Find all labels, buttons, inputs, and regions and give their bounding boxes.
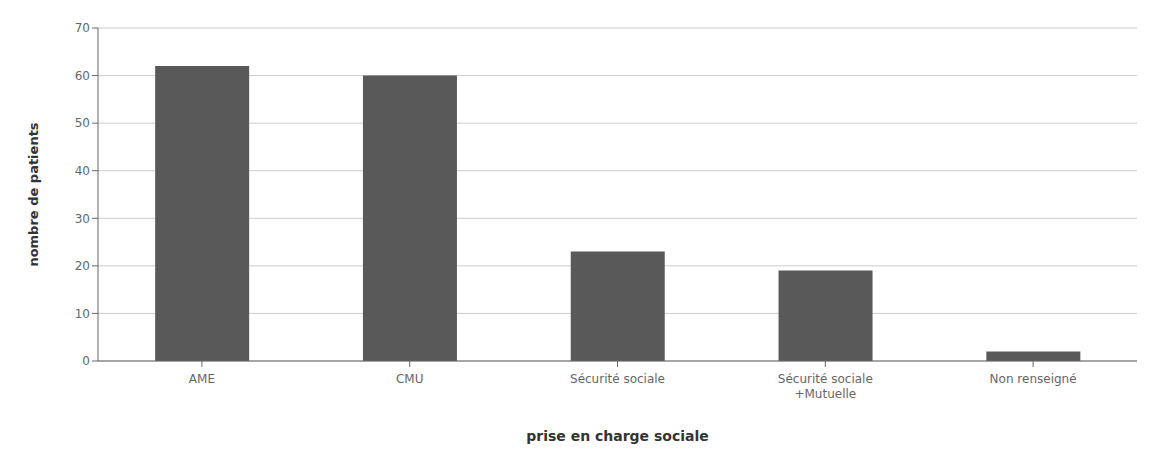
svg-text:AME: AME	[189, 372, 215, 386]
svg-text:CMU: CMU	[396, 372, 424, 386]
svg-text:20: 20	[75, 259, 90, 273]
svg-text:nombre de patients: nombre de patients	[26, 122, 41, 266]
svg-text:Non renseigné: Non renseigné	[990, 372, 1077, 386]
svg-text:30: 30	[75, 212, 90, 226]
svg-text:0: 0	[82, 354, 90, 368]
svg-text:Sécurité sociale: Sécurité sociale	[570, 372, 665, 386]
svg-text:10: 10	[75, 307, 90, 321]
svg-text:70: 70	[75, 21, 90, 35]
svg-text:50: 50	[75, 116, 90, 130]
svg-text:60: 60	[75, 69, 90, 83]
svg-text:Sécurité sociale+Mutuelle: Sécurité sociale+Mutuelle	[778, 372, 873, 401]
svg-text:prise en charge sociale: prise en charge sociale	[526, 428, 709, 444]
svg-text:40: 40	[75, 164, 90, 178]
